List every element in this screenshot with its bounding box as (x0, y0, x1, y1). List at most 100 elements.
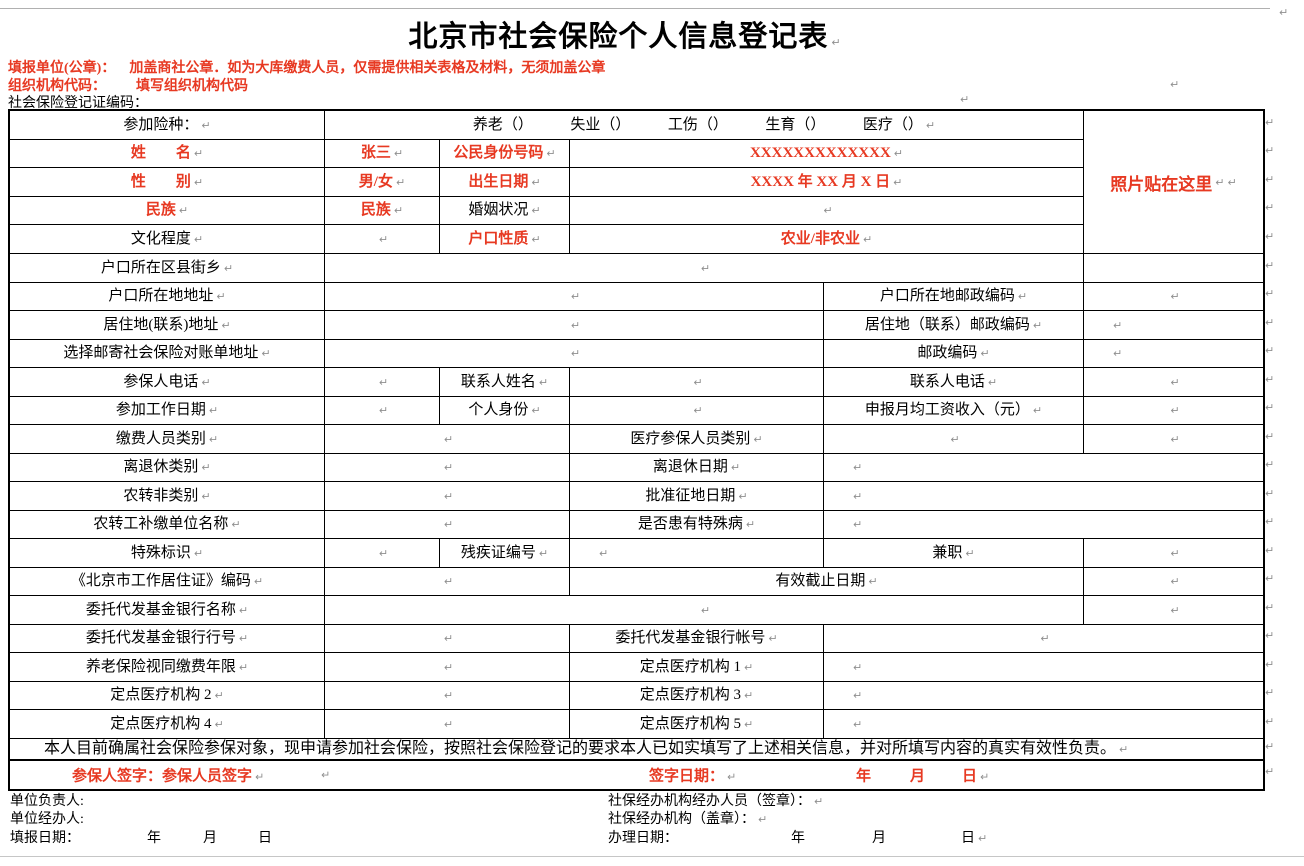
footer-text: 年 (791, 831, 805, 846)
field-value[interactable]: ↵ (824, 425, 1084, 454)
field-value[interactable]: ↵ (325, 425, 570, 454)
field-value[interactable]: ↵ (1084, 425, 1263, 454)
field-value[interactable]: ↵ (1084, 340, 1263, 368)
field-value[interactable]: ↵ (1084, 397, 1263, 425)
footer-text: 社保经办机构经办人员（签章）： ↵ (608, 794, 824, 809)
field-value[interactable]: ↵ (1084, 311, 1263, 340)
pilcrow-mark: ↵ (1227, 175, 1237, 189)
field-value[interactable]: 张三 ↵ (325, 140, 440, 168)
table-row: 《北京市工作居住证》编码 ↵ ↵ 有效截止日期 ↵ ↵ (10, 568, 1263, 596)
cell-text: 有效截止日期 (775, 573, 866, 589)
field-value[interactable]: ↵ (325, 539, 440, 568)
field-value[interactable]: XXXX 年 XX 月 X 日 ↵ (570, 168, 1084, 197)
field-label: 委托代发基金银行行号 ↵ (10, 625, 325, 653)
field-value[interactable]: ↵ (325, 225, 440, 254)
field-value[interactable]: ↵ (325, 368, 440, 397)
footer-text: 日 ↵ (961, 831, 988, 846)
pilcrow-mark: ↵ (758, 813, 768, 826)
cell-text: 联系人姓名 (460, 373, 536, 390)
field-value[interactable]: ↵ (824, 710, 1263, 739)
field-value[interactable]: ↵ (325, 397, 440, 425)
field-value[interactable]: ↵ (325, 283, 824, 311)
pilcrow-mark: ↵ (893, 147, 904, 160)
field-value[interactable]: 农业/非农业 ↵ (570, 225, 1084, 254)
field-value[interactable]: ↵ (325, 653, 570, 682)
pilcrow-mark: ↵ (443, 632, 454, 645)
field-value[interactable]: ↵ (325, 682, 570, 710)
field-value[interactable]: ↵ (1084, 568, 1263, 596)
field-value[interactable]: ↵ (1084, 596, 1263, 625)
field-value[interactable]: ↵ (570, 397, 824, 425)
table-row: 养老保险视同缴费年限 ↵ ↵ 定点医疗机构 1 ↵ ↵ (10, 653, 1263, 682)
pilcrow-mark: ↵ (201, 489, 211, 503)
field-value[interactable] (1084, 254, 1263, 283)
field-value[interactable]: ↵ (325, 710, 570, 739)
table-row: 参加险种： ↵ 养老（） 失业（） 工伤（） 生育（） 医疗（） ↵ (10, 111, 1263, 140)
field-label: 邮政编码 ↵ (824, 340, 1084, 368)
pilcrow-mark: ↵ (378, 232, 389, 246)
field-value[interactable]: 民族 ↵ (325, 197, 440, 225)
field-value[interactable]: ↵ (325, 340, 824, 368)
field-value[interactable]: ↵ (325, 311, 824, 340)
field-value[interactable]: ↵ (824, 511, 1263, 539)
field-value[interactable]: ↵ (824, 454, 1263, 482)
cell-text: 个人身份 (468, 402, 529, 418)
pilcrow-mark: ↵ (1265, 543, 1275, 557)
pilcrow-mark: ↵ (738, 489, 748, 503)
pilcrow-mark: ↵ (599, 546, 609, 560)
footer-text: 社保经办机构（盖章）： ↵ (608, 812, 768, 827)
field-value[interactable]: ↵ (1084, 539, 1263, 568)
field-label: 离退休日期 ↵ (570, 454, 824, 482)
pilcrow-mark: ↵ (1265, 172, 1275, 186)
field-value[interactable]: ↵ (824, 625, 1263, 653)
field-value[interactable]: ↵ (824, 482, 1263, 511)
pilcrow-mark: ↵ (570, 290, 581, 303)
pilcrow-mark: ↵ (1265, 765, 1275, 778)
field-value[interactable]: ↵ (824, 653, 1263, 682)
pilcrow-mark: ↵ (1170, 404, 1180, 417)
photo-cell[interactable]: 照片贴在这里 ↵ ↵ (1084, 111, 1263, 254)
pilcrow-mark: ↵ (531, 404, 541, 417)
pilcrow-mark: ↵ (443, 432, 454, 446)
field-label: 户口所在地地址 ↵ (10, 283, 325, 311)
field-value[interactable]: ↵ (325, 454, 570, 482)
field-label: 医疗参保人员类别 ↵ (570, 425, 824, 454)
cell-text: 户口所在地地址 (108, 288, 214, 304)
cell-text: 户口所在地邮政编码 (879, 288, 1015, 304)
field-label: 批准征地日期 ↵ (570, 482, 824, 511)
field-label: 出生日期 ↵ (440, 168, 570, 197)
cell-text: 养老（） 失业（） 工伤（） 生育（） 医疗（） (472, 116, 923, 133)
field-value[interactable]: ↵ (824, 682, 1263, 710)
field-label: 婚姻状况 ↵ (440, 197, 570, 225)
pilcrow-mark: ↵ (1215, 175, 1225, 189)
field-value[interactable]: ↵ (325, 254, 1084, 283)
field-value[interactable]: XXXXXXXXXXXXX ↵ (570, 140, 1084, 168)
table-row: 选择邮寄社会保险对账单地址 ↵ ↵ 邮政编码 ↵ ↵ (10, 340, 1263, 368)
field-label: 养老（） 失业（） 工伤（） 生育（） 医疗（） ↵ (325, 111, 1084, 140)
cell-text: 居住地（联系）邮政编码 (864, 316, 1030, 333)
pilcrow-mark: ↵ (538, 375, 549, 389)
field-value[interactable]: ↵ (325, 511, 570, 539)
field-value[interactable]: ↵ (325, 625, 570, 653)
field-label: 居住地（联系）邮政编码 ↵ (824, 311, 1084, 340)
pilcrow-mark: ↵ (261, 347, 271, 360)
cell-text: 农转非类别 (123, 487, 199, 504)
pilcrow-mark: ↵ (193, 546, 204, 560)
field-value[interactable]: ↵ (1084, 283, 1263, 311)
field-value[interactable]: ↵ (570, 368, 824, 397)
pilcrow-mark: ↵ (727, 770, 737, 784)
cell-text: 参加工作日期 (115, 402, 206, 418)
cell-text: 特殊标识 (130, 544, 191, 561)
field-value[interactable]: ↵ (325, 596, 1084, 625)
pilcrow-mark: ↵ (231, 518, 241, 531)
field-value[interactable]: ↵ (570, 539, 824, 568)
field-value[interactable]: ↵ (1084, 368, 1263, 397)
field-value[interactable]: ↵ (570, 197, 1084, 225)
field-value[interactable]: 男/女 ↵ (325, 168, 440, 197)
pilcrow-mark: ↵ (1265, 429, 1275, 443)
cell-text: 委托代发基金银行名称 (85, 601, 236, 618)
field-value[interactable]: ↵ (325, 482, 570, 511)
signature-text: 日 ↵ (962, 768, 990, 785)
field-value[interactable]: ↵ (325, 568, 570, 596)
pilcrow-mark: ↵ (393, 147, 404, 160)
